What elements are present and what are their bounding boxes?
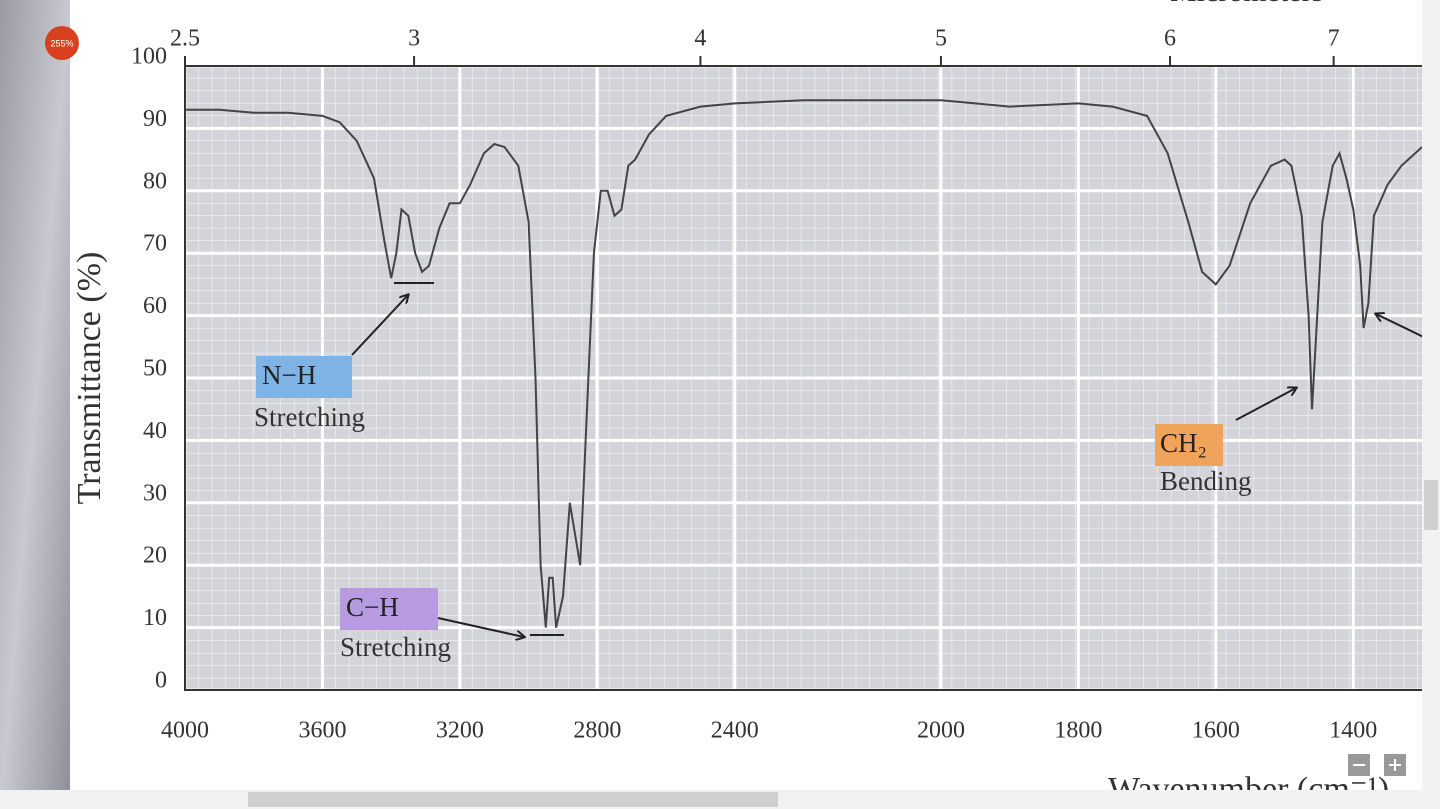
x-tick-label: 2400 [711,718,759,744]
spectrum-line [185,99,1422,628]
x-tick-label: 2800 [573,718,621,744]
y-tick-label: 70 [143,231,167,257]
annotation-arrow [437,617,524,637]
zoom-badge[interactable] [45,26,79,60]
annotation-subtext: Stretching [254,402,365,432]
zoom-icons [1353,759,1401,771]
vertical-scrollbar[interactable] [1422,0,1440,790]
y-tick-label: 50 [143,356,167,382]
x-tick-label: 2000 [917,718,965,744]
annotation-label: C−H [346,592,399,622]
annotation-label: CH₂ [1160,428,1207,458]
y-tick-label: 40 [143,418,167,444]
y-tick-label: 80 [143,168,167,194]
y-axis-label: Transmittance (%) [71,252,108,505]
x-tick-label: 1800 [1054,718,1102,744]
x2-axis-label: Micrometers [1170,0,1323,8]
annotation-box [1155,424,1223,466]
horizontal-scroll-thumb[interactable] [248,792,778,807]
x2-tick-label: 2.5 [170,26,200,52]
x-tick-label: 1600 [1192,718,1240,744]
axis-frame [184,65,1422,691]
annotation-box [256,356,352,398]
x-tick-label: 1400 [1329,718,1377,744]
annotation-arrow [351,295,408,356]
x-tick-label: 3200 [436,718,484,744]
x2-tick-label: 7 [1328,26,1340,52]
y-tick-label: 20 [143,543,167,569]
side-panel [0,0,70,809]
vertical-scroll-thumb[interactable] [1424,480,1438,530]
x-tick-label: 3600 [298,718,346,744]
y-tick-label: 30 [143,480,167,506]
y-tick-label: 90 [143,106,167,132]
x2-tick-label: 6 [1164,26,1176,52]
annotation-subtext: Stretching [340,632,451,662]
zoom-badge-text: 255% [50,38,73,48]
y-tick-label: 10 [143,605,167,631]
annotation-subtext: Bending [1160,466,1252,496]
x2-tick-label: 5 [935,26,947,52]
plot [185,99,1422,628]
x2-tick-label: 3 [408,26,420,52]
x2-tick-label: 4 [694,26,706,52]
x-tick-label: 4000 [161,718,209,744]
annotation-label: N−H [262,360,316,390]
y-tick-label: 60 [143,293,167,319]
annotation-box [340,588,438,630]
annotation-arrow [1235,388,1296,421]
y-tick-label: 100 [131,44,167,70]
y-tick-label: 0 [155,668,167,694]
